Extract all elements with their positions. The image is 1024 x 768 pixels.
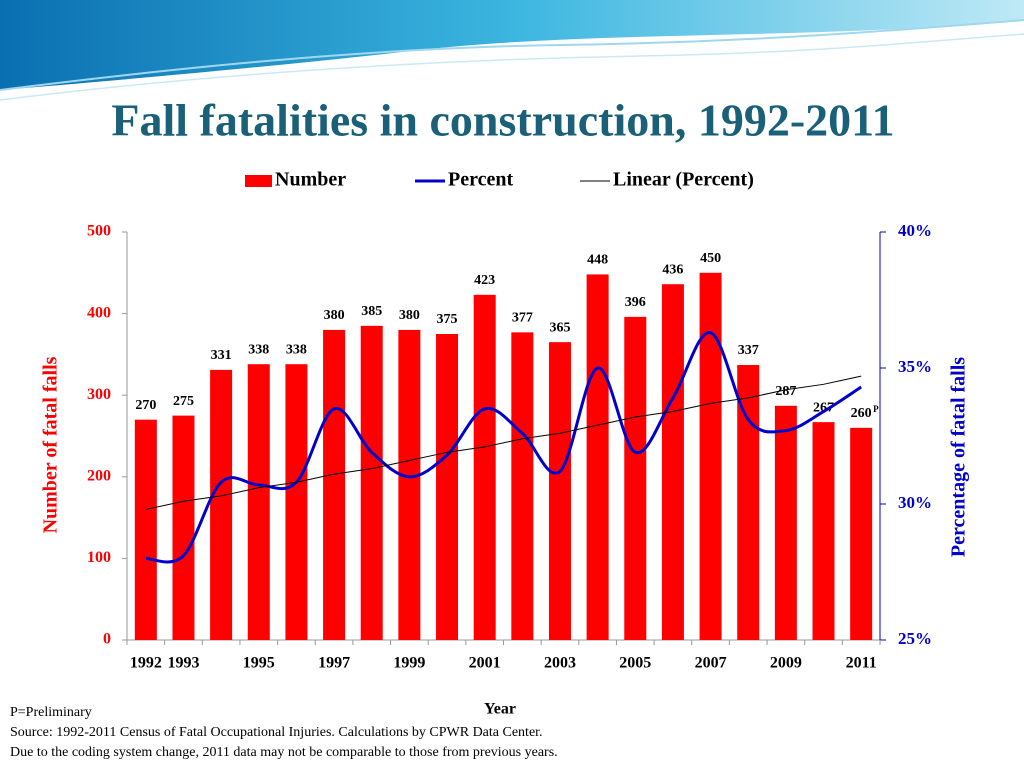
bar-value-label: 448 (587, 253, 608, 268)
bar (586, 274, 609, 640)
y2-tick-label: 35% (898, 357, 932, 376)
y2-axis-label: Percentage of fatal falls (948, 357, 970, 557)
bar-value-label: 338 (286, 342, 307, 357)
y2-tick-label: 25% (898, 629, 932, 648)
bar-value-label: 423 (474, 273, 495, 288)
bar-value-label: 331 (211, 348, 232, 363)
bar-value-label: 338 (248, 342, 269, 357)
bar-value-label: 270 (135, 398, 156, 413)
trend-line (145, 375, 862, 510)
value-note: P (873, 404, 879, 414)
bar-value-label: 365 (549, 320, 570, 335)
x-tick-label: 2001 (469, 655, 501, 672)
footnote: P=Preliminary (10, 705, 92, 720)
legend-label: Number (275, 169, 346, 191)
y-tick-label: 200 (87, 467, 111, 484)
bar (360, 325, 383, 640)
x-tick-label: 2007 (695, 655, 727, 672)
bar (285, 364, 308, 640)
y-tick-label: 100 (87, 549, 111, 566)
bar (850, 427, 873, 640)
y-tick-label: 500 (87, 223, 111, 240)
bar (812, 422, 835, 640)
bar (172, 415, 195, 640)
bar (511, 332, 534, 640)
footnote: Due to the coding system change, 2011 da… (10, 745, 558, 760)
bar (661, 284, 684, 640)
bar-value-label: 396 (625, 295, 646, 310)
x-tick-label: 2003 (544, 655, 576, 672)
bar (548, 342, 571, 640)
bar-value-label: 275 (173, 394, 194, 409)
legend-label: Percent (448, 169, 513, 191)
y2-tick-label: 40% (898, 221, 932, 240)
x-tick-label: 1997 (318, 655, 350, 672)
x-tick-label: 2005 (619, 655, 651, 672)
x-tick-label: 1999 (393, 655, 425, 672)
bar-value-label: 260 (851, 406, 872, 421)
bar-value-label: 375 (437, 312, 458, 327)
header-decoration (0, 0, 1024, 101)
bar-value-label: 267 (813, 400, 834, 415)
bar (134, 419, 157, 640)
footnote: Source: 1992-2011 Census of Fatal Occupa… (10, 725, 543, 740)
bar-value-label: 337 (738, 343, 759, 358)
x-tick-label: 1995 (243, 655, 275, 672)
bar (699, 272, 722, 640)
bar (210, 369, 233, 640)
x-axis-label: Year (484, 701, 516, 718)
y2-tick-label: 30% (898, 493, 932, 512)
x-tick-label: 2009 (770, 655, 802, 672)
percent-line (145, 331, 862, 564)
bar-value-label: 377 (512, 311, 533, 326)
x-tick-label: 1993 (167, 655, 199, 672)
bar (624, 316, 647, 640)
bar (436, 334, 459, 640)
bar-value-label: 380 (324, 308, 345, 323)
y-tick-label: 0 (103, 631, 111, 648)
bar (473, 294, 496, 640)
bar-value-label: 380 (399, 308, 420, 323)
bar (323, 329, 346, 640)
x-tick-label: 2011 (846, 655, 877, 672)
x-tick-label: 1992 (130, 655, 162, 672)
legend-swatch (245, 175, 272, 187)
legend-label: Linear (Percent) (613, 169, 754, 191)
bar (398, 329, 421, 640)
bar (774, 405, 797, 640)
bar (247, 364, 270, 640)
bar-value-label: 287 (775, 384, 796, 399)
bar-value-label: 385 (361, 304, 382, 319)
bar-value-label: 450 (700, 251, 721, 266)
y-axis-label: Number of fatal falls (40, 356, 62, 533)
y-tick-label: 400 (87, 304, 111, 321)
bar-value-label: 436 (662, 262, 683, 277)
y-tick-label: 300 (87, 386, 111, 403)
chart-title: Fall fatalities in construction, 1992-20… (111, 95, 894, 146)
bar (737, 365, 760, 640)
